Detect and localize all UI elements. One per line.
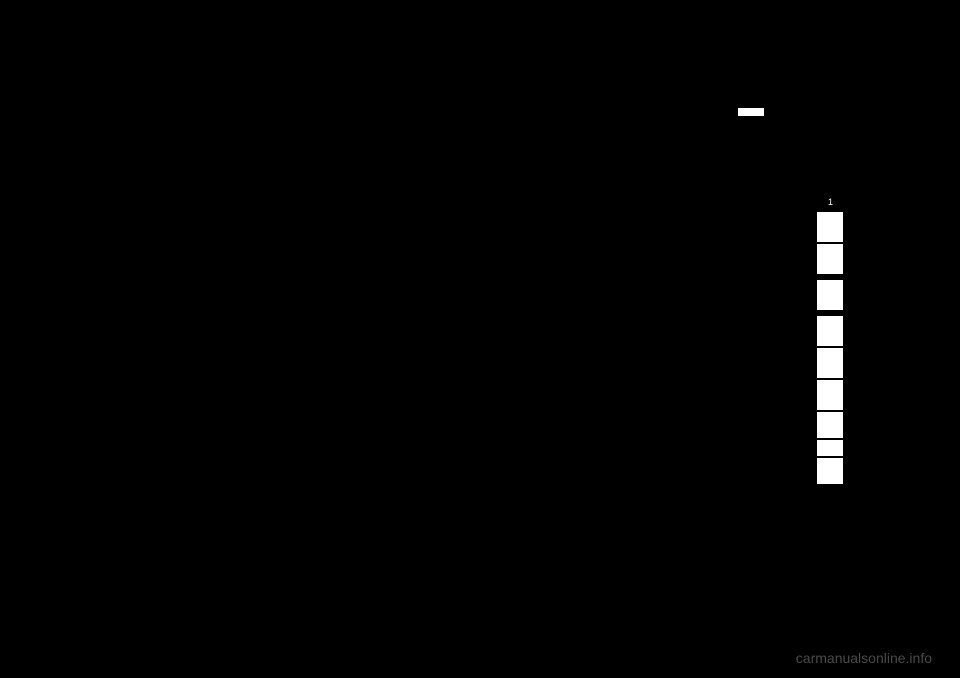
tab-block — [817, 458, 843, 484]
tab-block — [817, 440, 843, 456]
tab-block — [817, 380, 843, 410]
label-block — [738, 108, 764, 116]
chapter-tab-column — [817, 212, 843, 484]
tab-block — [817, 316, 843, 346]
tab-block — [817, 212, 843, 242]
tab-block — [817, 348, 843, 378]
watermark-text: carmanualsonline.info — [796, 650, 932, 666]
tab-block — [817, 244, 843, 274]
tab-block — [817, 412, 843, 438]
tab-block — [817, 280, 843, 310]
chapter-number: 1 — [828, 197, 833, 207]
